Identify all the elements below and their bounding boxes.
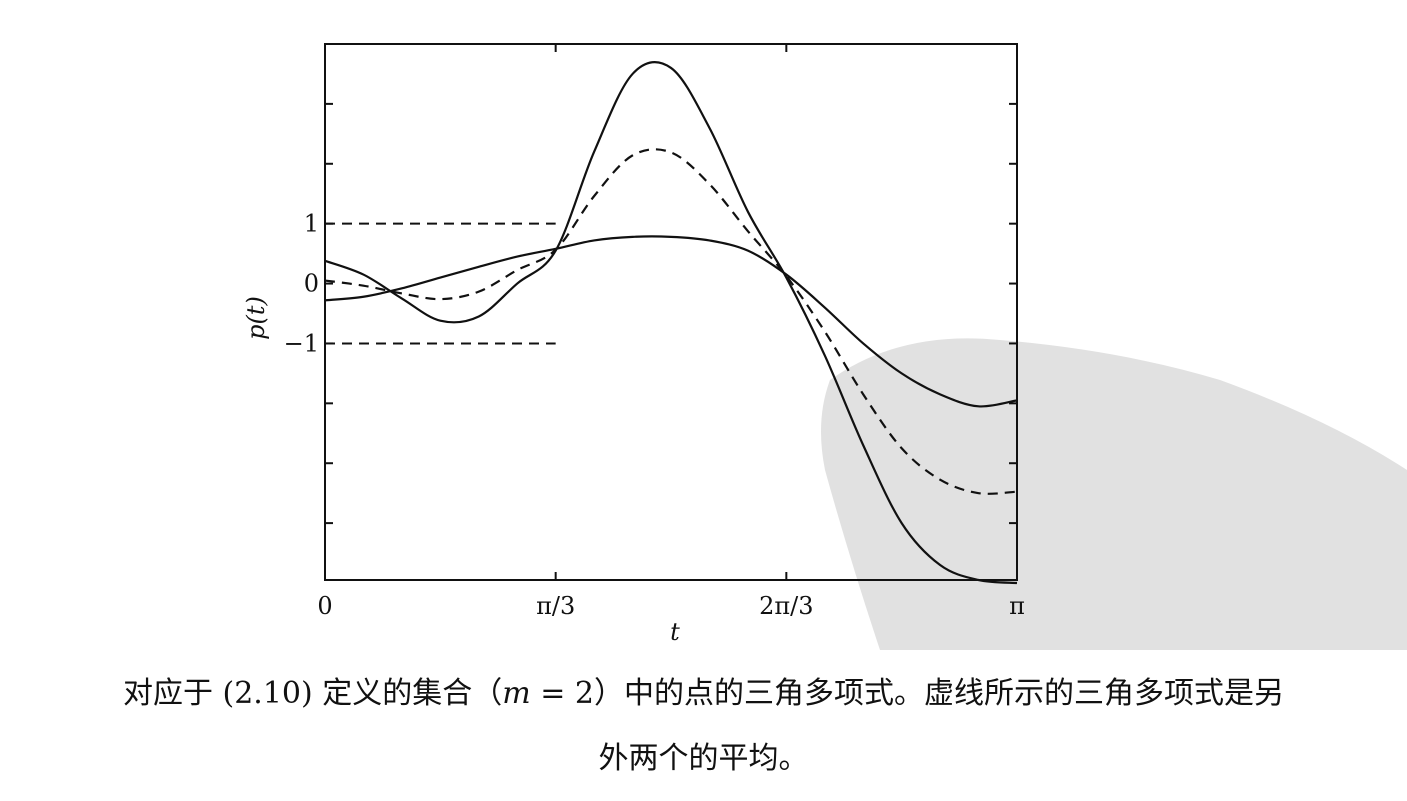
chart-figure: 0 π/3 2π/3 π 1 0 −1 t p(t) bbox=[242, 43, 1407, 650]
series-layer bbox=[324, 61, 1018, 585]
ticks-layer bbox=[324, 43, 1018, 580]
caption-text-b: = 2）中的点的三角多项式。虚线所示的三角多项式是另 bbox=[530, 676, 1285, 711]
figure-caption-line-2: 外两个的平均。 bbox=[598, 741, 809, 776]
x-tick-label-2: 2π/3 bbox=[759, 592, 813, 620]
watermark-seal bbox=[821, 338, 1407, 650]
x-axis-title: t bbox=[670, 618, 680, 646]
series-line-2 bbox=[324, 148, 1018, 495]
tick-labels-layer: 0 π/3 2π/3 π 1 0 −1 bbox=[284, 210, 1025, 620]
x-tick-label-3: π bbox=[1009, 592, 1025, 620]
caption-text-a: 对应于 (2.10) 定义的集合（ bbox=[122, 676, 503, 711]
y-tick-label-1: 0 bbox=[304, 270, 319, 298]
series-line-0 bbox=[324, 61, 1018, 585]
x-tick-label-1: π/3 bbox=[536, 592, 575, 620]
figure-caption-line-1: 对应于 (2.10) 定义的集合（m = 2）中的点的三角多项式。虚线所示的三角… bbox=[0, 668, 1407, 712]
reference-lines bbox=[325, 222, 556, 345]
plot-frame bbox=[324, 43, 1018, 581]
y-tick-label-0: 1 bbox=[304, 210, 319, 238]
series-line-1 bbox=[324, 235, 1018, 408]
y-axis-title: p(t) bbox=[242, 296, 270, 340]
caption-math-m: m bbox=[502, 676, 531, 711]
x-tick-label-0: 0 bbox=[317, 592, 332, 620]
y-tick-label-2: −1 bbox=[284, 329, 319, 357]
